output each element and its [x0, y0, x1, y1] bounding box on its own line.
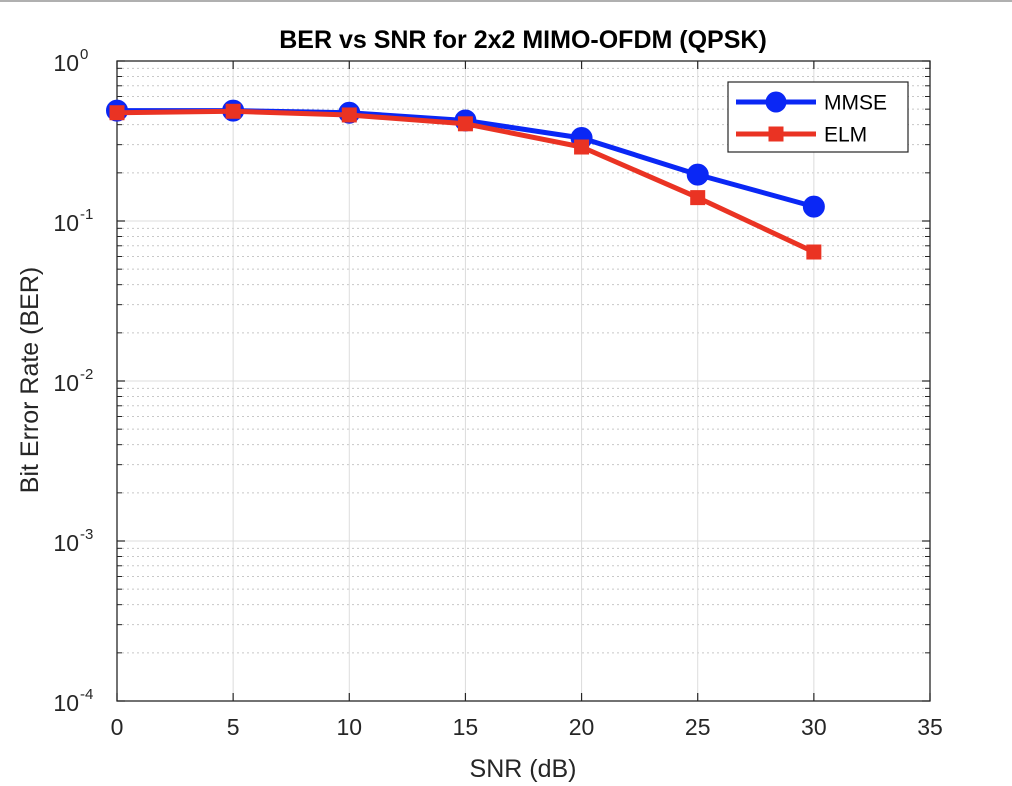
data-point-elm [109, 105, 125, 121]
data-point-mmse [802, 195, 825, 218]
series-elm [109, 103, 822, 260]
legend-swatch-marker [765, 91, 787, 113]
data-point-elm [690, 190, 706, 206]
x-tick-label: 30 [801, 714, 827, 740]
x-tick-label: 25 [685, 714, 711, 740]
y-tick-label: 10 [53, 210, 79, 236]
y-tick-label: 10 [53, 370, 79, 396]
x-tick-label: 5 [227, 714, 240, 740]
data-point-elm [574, 139, 590, 155]
x-tick-label: 35 [917, 714, 943, 740]
y-tick-exponent: -1 [80, 206, 93, 223]
y-tick-exponent: 0 [80, 46, 88, 63]
legend: MMSE ELM [727, 81, 909, 153]
legend-swatch-marker [768, 126, 784, 142]
x-axis-label: SNR (dB) [470, 755, 577, 783]
legend-label: MMSE [824, 92, 887, 115]
y-tick-label: 10 [53, 530, 79, 556]
legend-item-elm: ELM [736, 124, 867, 147]
x-tick-label: 0 [111, 714, 124, 740]
x-tick-label: 15 [453, 714, 479, 740]
data-point-elm [806, 244, 822, 260]
y-tick-label: 10 [53, 690, 79, 716]
axis-ticks [116, 60, 931, 702]
data-point-elm [457, 116, 473, 132]
chart-title: BER vs SNR for 2x2 MIMO-OFDM (QPSK) [279, 26, 767, 54]
y-tick-exponent: -3 [80, 526, 93, 543]
y-axis-label: Bit Error Rate (BER) [16, 267, 44, 493]
y-tick-label: 10 [53, 50, 79, 76]
legend-box [727, 81, 909, 153]
y-tick-exponent: -2 [80, 366, 93, 383]
data-point-elm [341, 107, 357, 123]
series-layer [106, 99, 825, 260]
x-tick-label: 20 [569, 714, 595, 740]
y-tick-exponent: -4 [80, 686, 93, 703]
legend-label: ELM [824, 124, 867, 147]
minor-grid [117, 67, 930, 654]
legend-item-mmse: MMSE [736, 91, 887, 115]
data-point-elm [225, 103, 241, 119]
x-tick-labels: 0 5 10 15 20 25 30 35 [111, 714, 943, 740]
x-tick-label: 10 [336, 714, 362, 740]
data-point-mmse [686, 163, 709, 186]
